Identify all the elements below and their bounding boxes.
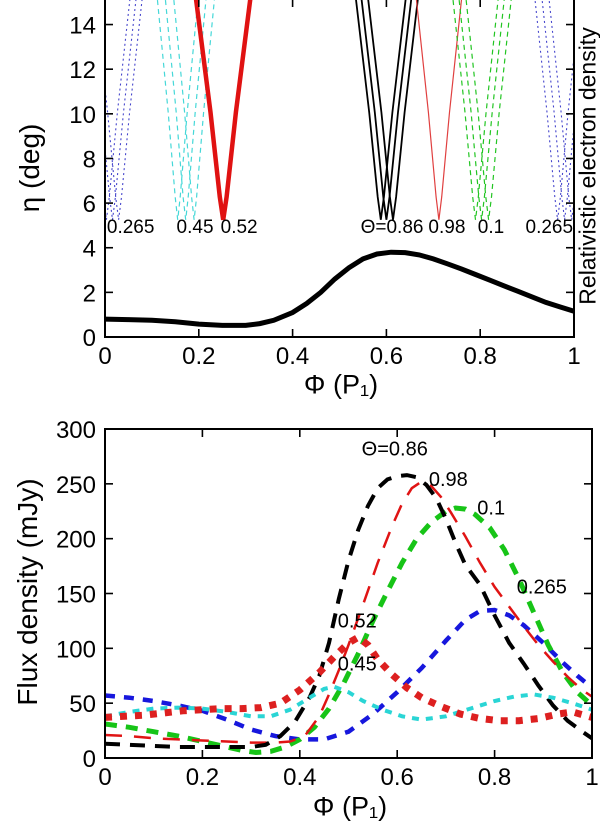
flux-vs-phase-tick-labels: 0 0.2 0.4 0.6 0.8 1 0 50 100 150 200 250 300 <box>56 417 599 791</box>
flux-vs-phase-curves <box>105 473 592 756</box>
series-theta-0.45 <box>105 684 592 722</box>
annotation-0.265: 0.265 <box>526 217 574 238</box>
v-curve-theta-0.45-1 <box>164 0 207 220</box>
y-tick-label: 8 <box>83 146 96 173</box>
v-curve-theta-0.86-0 <box>355 0 407 220</box>
y-tick-label: 100 <box>56 636 96 663</box>
series-theta-0.98 <box>105 480 592 744</box>
x-tick-label: 0.4 <box>276 343 309 370</box>
y-tick-label: 200 <box>56 527 96 554</box>
x-tick-label: 0.2 <box>186 764 219 791</box>
y-tick-label: 4 <box>83 236 96 263</box>
series-theta-0.86 <box>105 473 592 749</box>
annotation-0.45: 0.45 <box>338 653 377 675</box>
x-tick-label: 0.4 <box>283 764 316 791</box>
v-curve-theta-0.1-0 <box>452 0 499 220</box>
y-tick-label: 300 <box>56 417 96 444</box>
annotation-Θ=0.86: Θ=0.86 <box>362 438 428 460</box>
series-theta-0.265 <box>105 607 592 742</box>
v-curve-theta-0.265-right-1 <box>541 0 574 220</box>
y-tick-label: 14 <box>69 13 96 40</box>
v-curve-theta-0.265-1 <box>105 0 137 220</box>
annotation-0.265: 0.265 <box>107 217 155 238</box>
x-tick-label: 0.8 <box>464 343 497 370</box>
flux-vs-phase: 0 0.2 0.4 0.6 0.8 1050100150200250300Θ=0.860.… <box>56 417 599 791</box>
y-tick-label: 2 <box>83 280 96 307</box>
eta-vs-phase-curves <box>105 0 574 328</box>
v-curve-theta-0.86-1 <box>360 0 413 220</box>
x-tick-label: 1 <box>567 343 580 370</box>
x-tick-label: 0 <box>98 764 111 791</box>
v-curve-theta-0.1-1 <box>458 0 505 220</box>
y-tick-label: 10 <box>69 102 96 129</box>
bottom-chart-xlabel: Φ (P₁) <box>312 791 388 822</box>
top-chart-xlabel: Φ (P₁) <box>303 369 379 400</box>
flux-vs-phase-ticks <box>104 428 593 759</box>
y-tick-label: 12 <box>69 57 96 84</box>
y-tick-label: 6 <box>83 191 96 218</box>
y-tick-label: 0 <box>83 746 96 773</box>
y-tick-label: 150 <box>56 582 96 609</box>
annotation-0.1: 0.1 <box>478 217 504 238</box>
v-curve-theta-0.45-2 <box>173 0 215 220</box>
x-tick-label: 0 <box>98 343 111 370</box>
annotation-0.52: 0.52 <box>221 217 258 238</box>
v-curve-theta-0.98-0 <box>415 0 463 220</box>
x-tick-label: 0.8 <box>478 764 511 791</box>
y-tick-label: 0 <box>83 325 96 352</box>
x-tick-label: 0.2 <box>182 343 215 370</box>
v-curve-theta-0.45-0 <box>156 0 199 220</box>
v-curve-theta-0.86-2 <box>367 0 419 220</box>
y-tick-label: 50 <box>69 691 96 718</box>
annotation-0.45: 0.45 <box>177 217 214 238</box>
eta-vs-phase-ticks <box>104 0 575 338</box>
annotation-0.1: 0.1 <box>477 498 505 520</box>
x-tick-label: 0.6 <box>381 764 414 791</box>
v-curve-theta-0.265-right-0 <box>534 0 574 220</box>
annotation-Θ=0.86: Θ=0.86 <box>361 217 424 238</box>
annotation-0.98: 0.98 <box>429 469 468 491</box>
v-curve-theta-0.52-0 <box>193 0 253 221</box>
y-tick-label: 250 <box>56 472 96 499</box>
x-tick-label: 1 <box>585 764 598 791</box>
series-theta-0.1 <box>105 505 592 756</box>
annotation-0.265: 0.265 <box>517 577 567 599</box>
x-tick-label: 0.6 <box>370 343 403 370</box>
top-chart-ylabel: η (deg) <box>14 123 45 213</box>
annotation-0.52: 0.52 <box>338 610 377 632</box>
annotation-0.98: 0.98 <box>428 217 465 238</box>
v-curve-theta-0.265-0 <box>105 0 131 220</box>
series-eta-profile <box>105 249 574 328</box>
top-chart-right-label: Relativistic electron density <box>574 27 600 305</box>
bottom-chart-ylabel: Flux density (mJy) <box>12 478 43 706</box>
v-curve-theta-0.265-2 <box>105 0 143 220</box>
series-theta-0.52 <box>105 633 592 725</box>
v-curve-theta-0.1-2 <box>465 0 512 220</box>
eta-vs-phase-frame <box>104 0 575 338</box>
v-curve-theta-0.265-right-2 <box>548 0 574 220</box>
